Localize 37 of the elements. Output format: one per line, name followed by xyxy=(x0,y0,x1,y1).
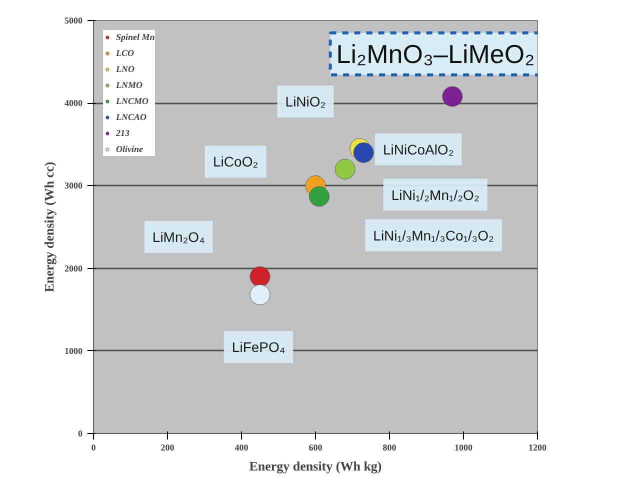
y-tick-label: 0 xyxy=(78,428,83,438)
point xyxy=(353,142,374,163)
point xyxy=(334,158,356,180)
annotation: LiMn₂O₄ xyxy=(152,228,206,245)
legend-label: LNCAO xyxy=(116,111,147,124)
x-tick-label: 1200 xyxy=(528,442,547,452)
point xyxy=(250,266,270,287)
legend-label: LNMO xyxy=(116,79,142,92)
point xyxy=(308,186,330,207)
annotation: LiNiO₂ xyxy=(285,93,326,110)
annotation: LiNi₁/₃Mn₁/₃Co₁/₃O₂ xyxy=(373,227,494,244)
legend-label: Olivine xyxy=(116,143,143,156)
x-tick-label: 0 xyxy=(91,442,96,452)
x-axis-title: Energy density (Wh kg) xyxy=(249,458,382,474)
x-tick-label: 800 xyxy=(382,442,397,452)
x-tick-label: 400 xyxy=(234,442,249,452)
y-tick-label: 5000 xyxy=(64,16,83,26)
point xyxy=(442,86,463,107)
text: Li₂MnO₃–LiMeO₂ xyxy=(336,38,535,69)
legend-label: 213 xyxy=(116,127,130,140)
y-tick-label: 1000 xyxy=(64,346,83,356)
x-tick-label: 1000 xyxy=(454,442,473,452)
annotation: LiNiCoAlO₂ xyxy=(382,141,454,158)
legend-label: LNCMO xyxy=(116,95,149,108)
annotation: LiFePO₄ xyxy=(232,339,286,356)
y-tick-label: 4000 xyxy=(64,98,83,108)
annotation: LiCoO₂ xyxy=(213,154,258,170)
y-tick-label: 3000 xyxy=(64,180,83,191)
x-tick-label: 600 xyxy=(308,442,323,452)
legend-label: Spinel Mn xyxy=(116,31,155,44)
legend-label: LNO xyxy=(116,63,136,76)
x-tick-label: 200 xyxy=(160,442,175,452)
legend-label: LCO xyxy=(116,47,135,60)
point xyxy=(250,284,270,305)
y-tick-label: 2000 xyxy=(64,263,83,274)
annotation: LiNi₁/₂Mn₁/₂O₂ xyxy=(391,186,480,203)
y-axis-title: Energy density (Wh cc) xyxy=(42,162,56,292)
